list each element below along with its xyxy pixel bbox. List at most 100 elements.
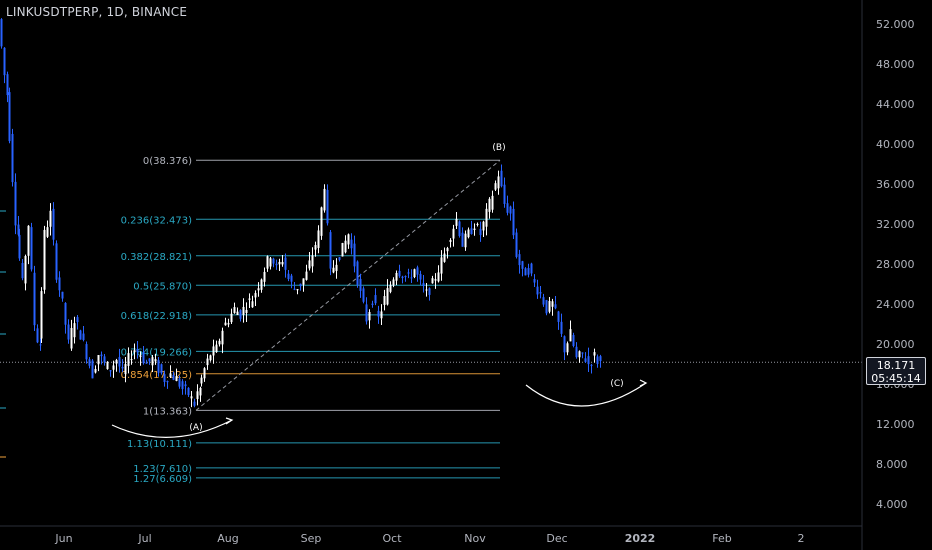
candle-body [257, 288, 260, 291]
candle-body [428, 288, 431, 295]
candle-body [305, 271, 308, 280]
fib-level-label: 1(13.363) [143, 406, 192, 417]
candle-body [91, 360, 94, 379]
candle-body [356, 261, 359, 285]
candle-body [11, 133, 14, 183]
fib-level-label: 1.23(7.610) [133, 464, 192, 475]
y-tick-label: 20.000 [876, 338, 915, 351]
candle-body [431, 278, 434, 284]
candle-body [476, 223, 479, 225]
candle-body [112, 365, 115, 370]
candle-body [151, 357, 154, 366]
candle-body [335, 264, 338, 271]
candle-body [449, 239, 452, 242]
candle-body [416, 267, 419, 275]
candle-body [169, 373, 172, 378]
candle-body [446, 248, 449, 252]
candle-body [199, 387, 202, 396]
candle-body [587, 356, 590, 365]
candle-body [142, 352, 145, 364]
candle-body [419, 273, 422, 280]
candle-body [73, 323, 76, 338]
candle-body [287, 273, 290, 280]
candle-body [596, 356, 599, 364]
candle-body [554, 304, 557, 309]
fib-level-label: 0.236(32.473) [121, 215, 193, 226]
candle-body [203, 368, 206, 379]
candle-body [46, 227, 49, 237]
candle-body [221, 330, 224, 345]
candle-body [233, 307, 236, 313]
candle-body [27, 225, 30, 256]
fib-level-label: 0(38.376) [143, 156, 192, 167]
wave-a-arc [111, 419, 233, 438]
candle-body [33, 272, 36, 326]
candle-body [118, 357, 121, 367]
candle-body [58, 277, 61, 291]
candle-body [187, 387, 190, 396]
candle-body [437, 272, 440, 282]
candle-body [269, 258, 272, 267]
fib-level-label: 0.5(25.870) [133, 281, 192, 292]
candle-body [518, 254, 521, 266]
candle-body [166, 381, 169, 383]
candle-body [245, 309, 248, 313]
candle-body [455, 218, 458, 226]
candle-body [17, 224, 20, 235]
y-tick-label: 44.000 [876, 98, 915, 111]
candle-body [97, 355, 100, 365]
candle-body [212, 346, 215, 356]
candle-body [413, 269, 416, 278]
candle-body [506, 203, 509, 213]
candle-body [536, 286, 539, 295]
candle-body [239, 310, 242, 319]
candle-body [359, 278, 362, 291]
y-tick-label: 40.000 [876, 138, 915, 151]
candle-body [347, 234, 350, 245]
candle-body [473, 228, 476, 230]
candle-body [224, 322, 227, 326]
candle-body [560, 321, 563, 334]
candle-body [494, 183, 497, 190]
candle-body [539, 292, 542, 294]
candle-body [94, 368, 97, 373]
candle-body [61, 291, 64, 299]
candle-body [593, 352, 596, 356]
y-tick-label: 52.000 [876, 18, 915, 31]
candle-body [368, 312, 371, 321]
candle-body [88, 359, 91, 366]
candle-body [524, 268, 527, 276]
candle-body [410, 277, 413, 279]
candle-body [488, 198, 491, 212]
x-tick-label: Nov [464, 532, 486, 545]
y-tick-label: 36.000 [876, 178, 915, 191]
candle-body [218, 340, 221, 345]
candle-body [127, 353, 130, 366]
candle-body [206, 358, 209, 366]
candle-body [551, 301, 554, 307]
candle-body [139, 355, 142, 357]
x-tick-label: Jul [137, 532, 151, 545]
candle-body [434, 279, 437, 281]
candle-body [392, 279, 395, 286]
x-tick-label: Aug [217, 532, 238, 545]
wave-label: (C) [610, 379, 623, 389]
candle-body [145, 362, 148, 364]
candle-body [272, 258, 275, 264]
candle-body [584, 358, 587, 362]
x-tick-label: 2022 [625, 532, 656, 545]
candle-body [443, 253, 446, 262]
candle-body [548, 300, 551, 312]
candle-body [242, 306, 245, 315]
fib-level-label: 0.618(22.918) [121, 311, 193, 322]
candle-body [557, 311, 560, 322]
candle-body [329, 232, 332, 269]
candle-body [383, 296, 386, 305]
x-tick-label: 2 [798, 532, 805, 545]
fib-level-label: 0.854(17.025) [121, 370, 193, 381]
candle-body [461, 232, 464, 247]
candle-body [482, 221, 485, 231]
candle-body [284, 257, 287, 270]
candle-body [377, 310, 380, 317]
candle-body [497, 176, 500, 189]
